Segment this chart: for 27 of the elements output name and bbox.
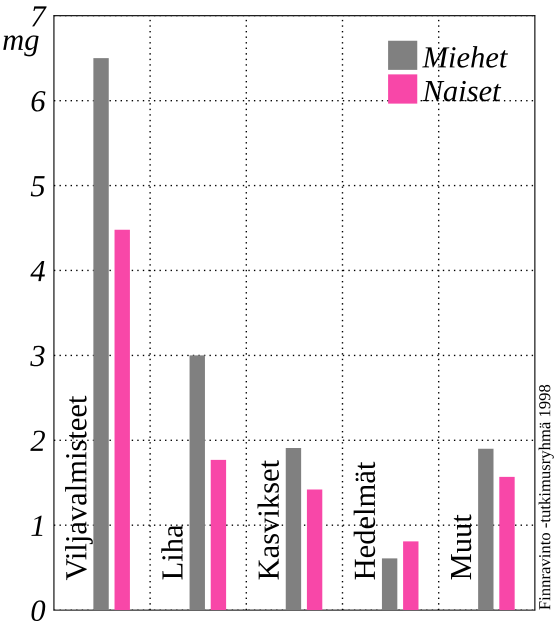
y-tick-label: 6 [32,91,46,112]
bar [306,490,322,610]
text: Finnravinto -tutkimusryhmä 1998 [538,384,554,610]
legend-label: Naiset [422,80,502,102]
y-tick-label: 4 [30,260,45,282]
y-tick-label: 7 [32,6,47,26]
y-axis-title: mg [3,35,39,56]
y-tick-label: 2 [30,430,45,451]
bar [286,448,302,610]
y-tick-label: 3 [30,346,45,366]
x-tick-label: Muut [451,514,472,580]
x-tick-label: Kasvikset [257,460,279,580]
bar [210,460,226,610]
bar [382,558,398,610]
x-tick-label: Hedelmät [354,462,376,580]
bar [403,541,418,610]
bar [93,58,109,610]
x-tick-label: Liha [161,524,183,580]
legend-label: Miehet [422,46,508,68]
y-tick-label: 5 [30,176,45,196]
bar [499,476,515,610]
x-tick-label: Viljavalmisteet [65,396,93,580]
bar [478,448,494,610]
bar [190,355,205,610]
y-tick-label: 0 [32,600,46,622]
bar [114,230,130,610]
y-tick-label: 1 [31,516,42,536]
